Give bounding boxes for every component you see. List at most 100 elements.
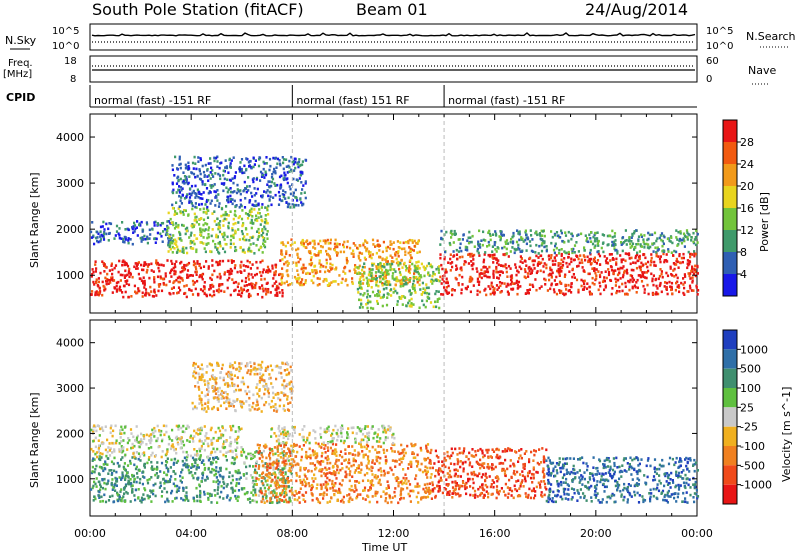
data-cell (174, 238, 177, 242)
data-cell (325, 261, 328, 265)
data-cell (164, 464, 167, 467)
data-cell (266, 271, 270, 274)
data-cell (667, 250, 670, 253)
data-cell (179, 210, 182, 213)
data-cell (224, 428, 227, 432)
data-cell (267, 290, 270, 294)
data-cell (359, 292, 362, 296)
data-cell (133, 224, 137, 227)
data-cell (366, 301, 369, 305)
data-cell (467, 236, 470, 240)
data-cell (167, 435, 171, 439)
data-cell (232, 424, 235, 428)
data-cell (460, 268, 463, 272)
data-cell (215, 156, 218, 160)
data-cell (218, 226, 222, 230)
data-cell (266, 221, 269, 225)
data-cell (302, 244, 305, 248)
data-cell (149, 436, 153, 440)
data-cell (177, 175, 180, 179)
data-cell (624, 252, 627, 255)
data-cell (680, 256, 683, 260)
data-cell (495, 250, 498, 253)
data-cell (585, 287, 589, 290)
data-cell (499, 291, 502, 294)
data-cell (363, 292, 366, 295)
data-cell (124, 476, 127, 480)
data-cell (387, 283, 390, 286)
data-cell (112, 279, 116, 282)
data-cell (114, 476, 117, 480)
data-cell (178, 280, 181, 284)
data-cell (196, 175, 199, 178)
data-cell (98, 480, 101, 484)
data-cell (265, 495, 268, 498)
data-cell (538, 232, 542, 235)
data-cell (627, 239, 630, 243)
data-cell (351, 445, 354, 448)
data-cell (686, 266, 689, 270)
data-cell (170, 236, 173, 240)
data-cell (266, 468, 269, 472)
data-cell (225, 467, 228, 471)
data-cell (130, 482, 133, 486)
data-cell (382, 263, 386, 266)
data-cell (207, 242, 210, 245)
data-cell (184, 227, 187, 231)
data-cell (150, 439, 153, 442)
data-cell (172, 188, 175, 192)
data-cell (314, 271, 317, 275)
data-cell (175, 496, 178, 500)
data-cell (269, 499, 272, 503)
data-cell (290, 238, 293, 241)
data-cell (411, 285, 414, 289)
data-cell (104, 500, 108, 504)
data-cell (221, 477, 225, 480)
data-cell (210, 199, 213, 203)
data-cell (516, 229, 519, 232)
data-cell (669, 265, 672, 269)
data-cell (231, 278, 234, 281)
data-cell (106, 450, 109, 454)
data-cell (216, 275, 219, 279)
data-cell (126, 448, 129, 451)
data-cell (683, 273, 686, 276)
data-cell (385, 283, 388, 287)
data-cell (176, 459, 180, 463)
data-cell (271, 173, 274, 176)
data-cell (459, 242, 462, 246)
data-cell (252, 488, 255, 492)
data-cell (377, 468, 380, 472)
data-cell (177, 442, 180, 446)
data-cell (311, 498, 314, 502)
data-cell (214, 172, 217, 175)
data-cell (273, 491, 276, 494)
data-cell (597, 270, 600, 273)
data-cell (539, 269, 542, 273)
data-cell (612, 271, 615, 275)
data-cell (155, 439, 158, 443)
data-cell (417, 272, 420, 275)
data-cell (318, 277, 321, 281)
data-cell (208, 293, 212, 297)
data-cell (336, 242, 339, 246)
data-cell (408, 494, 411, 498)
data-cell (409, 247, 412, 251)
data-cell (317, 253, 320, 257)
data-cell (286, 171, 289, 174)
data-cell (666, 237, 669, 241)
data-cell (388, 262, 391, 266)
data-cell (119, 436, 122, 439)
data-cell (428, 292, 431, 296)
data-cell (597, 239, 600, 243)
data-cell (660, 238, 663, 242)
data-cell (540, 243, 543, 247)
data-cell (96, 230, 99, 234)
data-cell (570, 282, 573, 285)
data-cell (363, 486, 367, 490)
data-cell (136, 263, 139, 266)
data-cell (150, 269, 153, 272)
data-cell (388, 496, 391, 500)
data-cell (614, 284, 617, 287)
data-cell (573, 251, 576, 254)
